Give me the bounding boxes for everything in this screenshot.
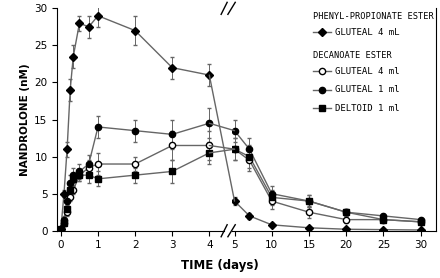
Text: GLUTEAL 1 ml: GLUTEAL 1 ml <box>335 85 400 95</box>
Text: PHENYL-PROPIONATE ESTER: PHENYL-PROPIONATE ESTER <box>313 12 433 21</box>
Text: DECANOATE ESTER: DECANOATE ESTER <box>313 51 392 60</box>
Text: DELTOID 1 ml: DELTOID 1 ml <box>335 104 400 113</box>
Text: GLUTEAL 4 ml: GLUTEAL 4 ml <box>335 67 400 76</box>
Text: TIME (days): TIME (days) <box>181 259 259 272</box>
Y-axis label: NANDROLONE (nM): NANDROLONE (nM) <box>20 63 30 176</box>
Text: GLUTEAL 4 mL: GLUTEAL 4 mL <box>335 28 400 37</box>
